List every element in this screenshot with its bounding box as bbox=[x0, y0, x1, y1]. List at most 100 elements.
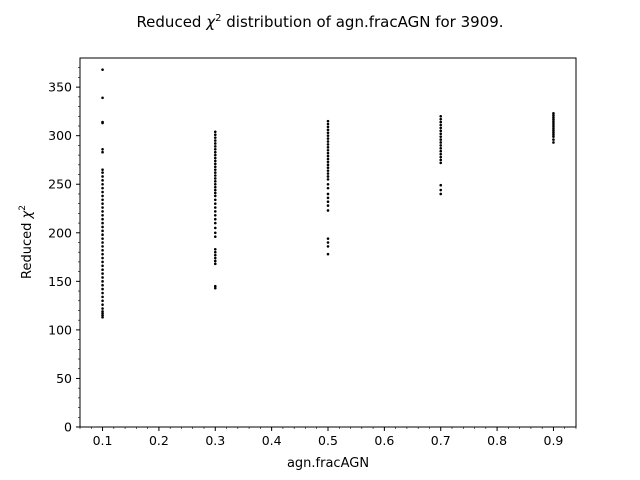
data-point-4-1 bbox=[439, 114, 443, 118]
data-point-2-15 bbox=[213, 171, 217, 174]
data-point-1-46 bbox=[101, 314, 104, 317]
data-point-1-19 bbox=[101, 214, 104, 217]
data-point-2-35 bbox=[213, 250, 217, 254]
data-point-4-2 bbox=[439, 117, 443, 121]
data-point-1-10 bbox=[101, 179, 104, 182]
data-point-1-30 bbox=[101, 256, 104, 260]
plot-frame bbox=[79, 57, 577, 428]
y-axis-label-prefix: Reduced bbox=[20, 218, 35, 278]
series-2 bbox=[213, 130, 217, 290]
data-point-3-11 bbox=[326, 148, 330, 152]
data-point-1-21 bbox=[101, 221, 104, 225]
data-point-3-14 bbox=[326, 157, 330, 161]
data-point-2-28 bbox=[213, 214, 217, 217]
data-point-2-2 bbox=[213, 133, 217, 137]
data-point-3-5 bbox=[326, 131, 330, 135]
data-point-1-6 bbox=[101, 150, 104, 154]
data-point-5-15 bbox=[552, 141, 555, 144]
data-point-1-29 bbox=[101, 252, 104, 256]
data-point-1-32 bbox=[101, 264, 104, 268]
series-5 bbox=[552, 112, 555, 144]
data-point-2-14 bbox=[213, 168, 217, 171]
series-4 bbox=[439, 114, 443, 196]
chart-title-prefix: Reduced bbox=[136, 13, 206, 31]
data-point-3-22 bbox=[326, 182, 330, 186]
data-point-2-11 bbox=[213, 159, 217, 163]
data-point-4-18 bbox=[439, 183, 443, 187]
data-point-5-4 bbox=[552, 117, 555, 121]
data-point-1-17 bbox=[101, 206, 104, 209]
data-point-1-5 bbox=[101, 147, 104, 151]
y-axis-label-superscript: 2 bbox=[18, 205, 28, 211]
data-point-4-5 bbox=[439, 126, 443, 130]
data-point-3-6 bbox=[326, 134, 330, 137]
data-point-2-13 bbox=[213, 165, 217, 169]
data-point-2-3 bbox=[213, 136, 217, 139]
data-point-2-37 bbox=[213, 256, 217, 260]
data-point-1-43 bbox=[101, 307, 104, 310]
data-point-2-27 bbox=[213, 210, 217, 213]
x-tick-label-3: 0.3 bbox=[205, 433, 225, 448]
data-point-4-15 bbox=[439, 155, 443, 159]
data-point-1-42 bbox=[101, 303, 104, 306]
data-point-2-10 bbox=[213, 156, 217, 160]
data-point-3-27 bbox=[326, 204, 330, 207]
y-axis: 0 50 100 150 200 250 300 350 bbox=[48, 67, 80, 435]
data-point-4-20 bbox=[439, 192, 443, 196]
data-point-3-24 bbox=[326, 192, 330, 196]
data-point-3-17 bbox=[326, 166, 330, 170]
data-point-2-19 bbox=[213, 182, 217, 186]
data-point-4-3 bbox=[439, 120, 443, 124]
data-point-1-38 bbox=[101, 287, 104, 291]
data-point-3-19 bbox=[326, 172, 330, 175]
data-point-2-20 bbox=[213, 185, 217, 189]
data-point-4-14 bbox=[439, 152, 443, 156]
data-point-1-44 bbox=[101, 310, 104, 313]
data-point-1-39 bbox=[101, 291, 104, 295]
data-point-1-13 bbox=[101, 190, 104, 194]
y-tick-label-2: 50 bbox=[56, 371, 72, 386]
data-point-3-10 bbox=[326, 146, 330, 149]
data-point-2-29 bbox=[213, 217, 217, 221]
data-point-4-8 bbox=[439, 135, 443, 138]
data-point-1-47 bbox=[101, 315, 104, 319]
data-point-2-34 bbox=[213, 248, 217, 251]
data-point-4-19 bbox=[439, 188, 443, 192]
chart-title: Reduced χ2 distribution of agn.fracAGN f… bbox=[136, 13, 503, 31]
data-point-1-31 bbox=[101, 260, 104, 264]
data-point-1-27 bbox=[101, 245, 104, 248]
data-point-3-26 bbox=[326, 200, 330, 204]
data-point-5-9 bbox=[552, 127, 555, 131]
data-point-1-8 bbox=[101, 171, 104, 174]
data-point-5-6 bbox=[552, 121, 555, 125]
data-point-2-12 bbox=[213, 162, 217, 166]
data-point-3-21 bbox=[326, 178, 330, 181]
data-point-3-23 bbox=[326, 186, 330, 190]
data-point-3-7 bbox=[326, 137, 330, 140]
data-point-5-14 bbox=[552, 138, 555, 141]
data-point-4-16 bbox=[439, 158, 443, 162]
data-point-3-31 bbox=[326, 245, 330, 248]
data-point-2-7 bbox=[213, 147, 217, 151]
data-point-1-34 bbox=[101, 272, 104, 275]
y-tick-label-8: 350 bbox=[48, 80, 72, 95]
x-axis-label: agn.fracAGN bbox=[287, 456, 369, 471]
data-point-1-36 bbox=[101, 280, 104, 283]
data-point-4-17 bbox=[439, 161, 443, 165]
data-point-5-2 bbox=[552, 113, 555, 117]
data-point-2-38 bbox=[213, 259, 217, 263]
data-point-1-11 bbox=[101, 182, 104, 186]
data-point-5-10 bbox=[552, 129, 555, 133]
data-point-1-7 bbox=[101, 168, 104, 171]
y-axis-label-symbol: χ bbox=[20, 209, 35, 219]
data-point-3-29 bbox=[326, 237, 330, 240]
data-point-4-10 bbox=[439, 141, 443, 144]
data-point-1-24 bbox=[101, 233, 104, 237]
data-point-1-15 bbox=[101, 198, 104, 202]
data-point-4-4 bbox=[439, 123, 443, 127]
data-point-1-37 bbox=[101, 283, 104, 287]
data-point-5-13 bbox=[552, 135, 555, 138]
data-point-2-23 bbox=[213, 194, 217, 198]
data-point-1-25 bbox=[101, 237, 104, 240]
data-point-3-18 bbox=[326, 169, 330, 172]
